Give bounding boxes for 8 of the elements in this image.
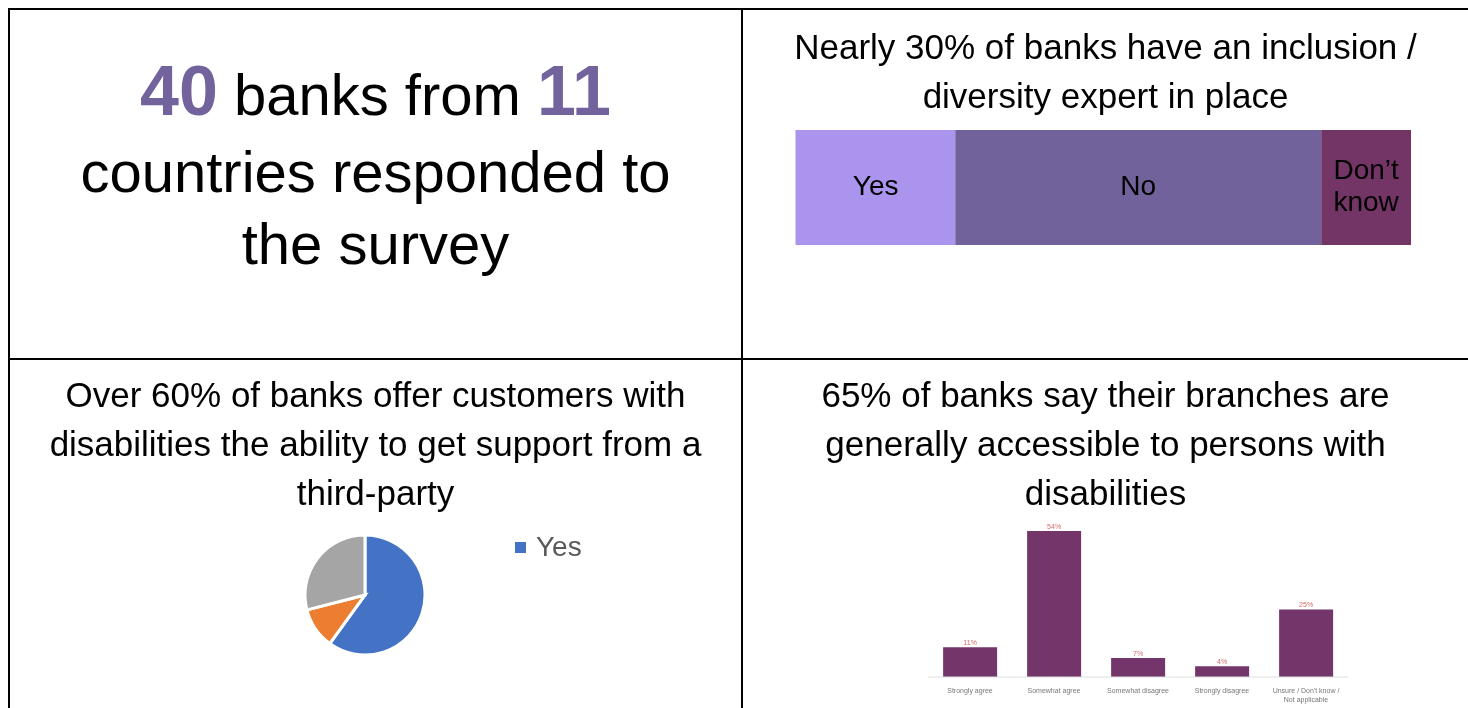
series-label: No: [1120, 169, 1157, 201]
text: 40 banks from 11 countries responded to the survey: [80, 52, 671, 276]
series-label: Yes: [852, 169, 899, 201]
legend-label: Yes: [536, 531, 582, 563]
chart-title: Nearly 30% of banks have an inclusion / diversity expert in place: [793, 26, 1418, 117]
chart-title: 65% of banks say their branches are generally accessible to persons with disabilities: [820, 374, 1391, 514]
series-label: Don’t know: [1333, 153, 1400, 217]
chart-title: Over 60% of banks offer customers with disabilities the ability to get support from a third-party: [48, 374, 703, 514]
